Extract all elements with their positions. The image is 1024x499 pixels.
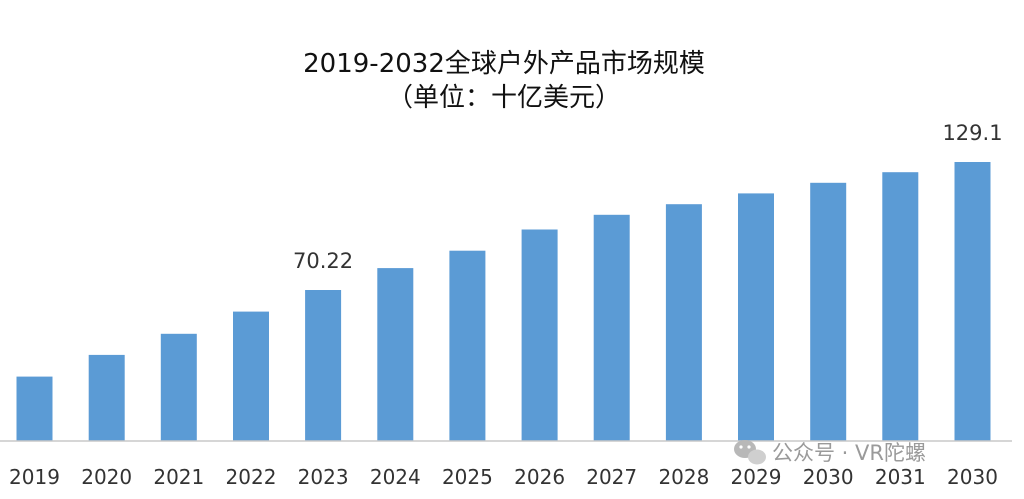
bar-2019-0 xyxy=(16,376,53,441)
x-tick-label: 2024 xyxy=(370,465,421,489)
data-label: 70.22 xyxy=(293,249,353,273)
watermark: 公众号 · VR陀螺 xyxy=(734,440,926,465)
bar-2028-9 xyxy=(665,204,702,441)
x-tick-label: 2031 xyxy=(875,465,926,489)
x-tick-label: 2019 xyxy=(9,465,60,489)
bar-2030-11 xyxy=(810,182,847,442)
bar-2030-13 xyxy=(954,162,991,441)
x-tick-label: 2027 xyxy=(586,465,637,489)
x-tick-label: 2020 xyxy=(81,465,132,489)
wechat-icon xyxy=(734,440,766,465)
x-tick-label: 2023 xyxy=(298,465,349,489)
x-tick-label: 2030 xyxy=(803,465,854,489)
x-tick-label: 2021 xyxy=(153,465,204,489)
bar-2021-2 xyxy=(160,333,197,441)
bar-2029-10 xyxy=(738,193,774,441)
x-tick-label: 2028 xyxy=(658,465,709,489)
bar-2026-7 xyxy=(521,229,558,441)
x-tick-label: 2030 xyxy=(947,465,998,489)
x-tick-label: 2029 xyxy=(731,465,782,489)
watermark-text: 公众号 · VR陀螺 xyxy=(772,441,926,465)
bar-2022-3 xyxy=(233,311,269,441)
data-labels: 70.22 129.1 xyxy=(293,121,1003,273)
x-tick-label: 2022 xyxy=(226,465,277,489)
chart-title: 2019-2032全球户外产品市场规模 xyxy=(303,49,705,79)
x-tick-label: 2026 xyxy=(514,465,565,489)
data-label: 129.1 xyxy=(942,121,1002,145)
bar-2031-12 xyxy=(882,172,919,441)
bar-2024-5 xyxy=(377,268,414,441)
x-tick-label: 2025 xyxy=(442,465,493,489)
bar-2023-4 xyxy=(305,290,342,441)
x-tick-labels: 2019 2020 2021 2022 2023 2024 2025 2026 2027 2028… xyxy=(9,465,998,489)
bar-2027-8 xyxy=(593,214,630,441)
chart-subtitle: （单位：十亿美元） xyxy=(387,83,621,113)
bar-2025-6 xyxy=(449,250,486,441)
bar-2020-1 xyxy=(88,354,125,441)
bars-layer xyxy=(16,162,991,442)
